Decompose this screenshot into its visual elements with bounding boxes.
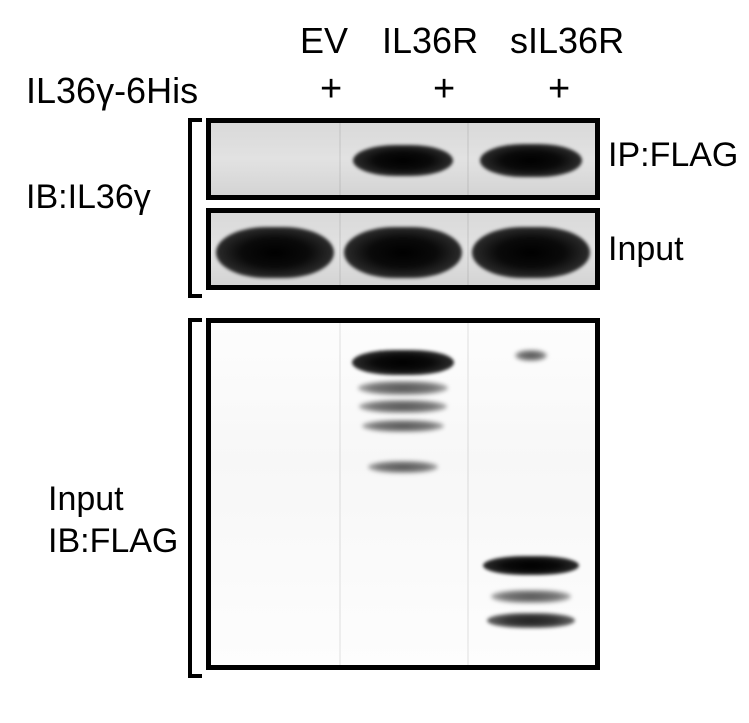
column-header: IL36R <box>382 20 478 62</box>
lane-divider <box>467 323 469 665</box>
lane-divider <box>467 123 469 195</box>
right-label-input: Input <box>608 230 684 269</box>
blot-input-top <box>206 208 600 290</box>
column-header: EV <box>300 20 348 62</box>
band <box>515 350 547 360</box>
band <box>368 461 438 473</box>
lane-divider <box>467 213 469 285</box>
band <box>358 381 448 395</box>
lane-divider <box>339 213 341 285</box>
bracket-top <box>188 118 202 298</box>
western-blot-figure: EV IL36R sIL36R IL36γ-6His + + + IB:IL36… <box>20 20 729 703</box>
band <box>359 400 446 413</box>
right-label-ipflag: IP:FLAG <box>608 136 738 175</box>
blot-ipflag <box>206 118 600 200</box>
blot-input-ibflag <box>206 318 600 670</box>
band <box>480 144 582 177</box>
band <box>353 145 453 175</box>
bracket-bottom <box>188 318 202 678</box>
lane-divider <box>339 323 341 665</box>
plus-mark: + <box>548 68 570 111</box>
band <box>491 590 570 604</box>
left-label-ib-il36g: IB:IL36γ <box>26 178 151 217</box>
band <box>216 227 334 277</box>
left-label-input: Input <box>48 480 124 519</box>
band <box>344 227 462 277</box>
band <box>483 556 579 575</box>
band <box>352 350 454 376</box>
band <box>472 227 590 277</box>
lane-divider <box>339 123 341 195</box>
band <box>487 613 574 628</box>
left-label-ib-flag: IB:FLAG <box>48 522 178 561</box>
plus-mark: + <box>433 68 455 111</box>
plus-mark: + <box>320 68 342 111</box>
row-label-il36g-6his: IL36γ-6His <box>26 70 198 112</box>
column-header: sIL36R <box>510 20 624 62</box>
band <box>362 420 444 432</box>
